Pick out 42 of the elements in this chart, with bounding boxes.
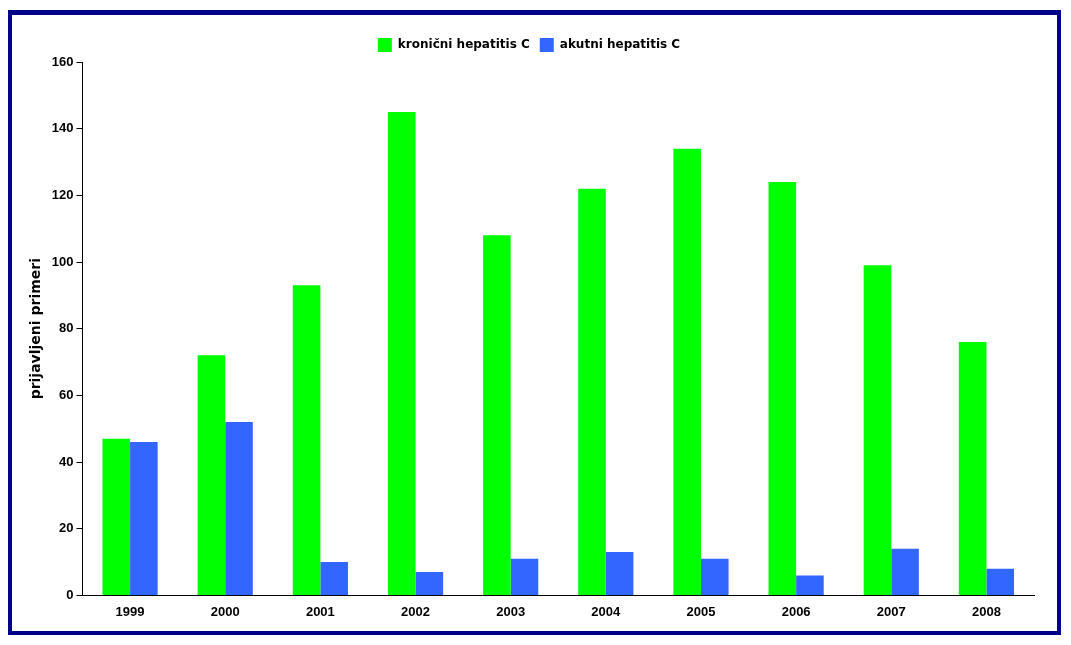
y-tick-label: 80 — [59, 320, 74, 336]
x-tick-label: 2003 — [496, 603, 526, 619]
bar — [130, 442, 158, 595]
bar — [700, 558, 729, 595]
x-tick-label: 2000 — [210, 603, 240, 619]
bar — [578, 188, 606, 595]
x-tick-label: 2008 — [971, 603, 1001, 619]
bar — [225, 422, 253, 595]
bar — [510, 558, 539, 595]
bar — [986, 568, 1015, 595]
bar — [673, 148, 701, 595]
bar — [292, 285, 321, 595]
x-tick-label: 2001 — [305, 603, 335, 619]
x-tick-label: 2004 — [591, 603, 622, 619]
y-tick-label: 40 — [59, 453, 74, 469]
y-tick-label: 100 — [51, 253, 74, 269]
y-tick-label: 0 — [66, 586, 74, 602]
legend-label: kronični hepatitis C — [397, 37, 530, 52]
x-tick-label: 2006 — [781, 603, 811, 619]
bar — [605, 552, 634, 595]
x-tick-label: 2005 — [686, 603, 716, 619]
x-tick-label: 1999 — [115, 603, 145, 619]
bar — [958, 342, 987, 595]
bar — [387, 112, 416, 595]
y-tick-label: 120 — [51, 186, 74, 202]
bar — [891, 548, 919, 595]
y-tick-label: 140 — [51, 120, 74, 136]
x-tick-label: 2002 — [401, 603, 430, 619]
bar — [102, 438, 131, 595]
bar — [415, 572, 444, 595]
x-tick-label: 2007 — [876, 603, 906, 619]
bar — [483, 235, 511, 595]
bar — [796, 575, 824, 595]
y-tick-label: 20 — [59, 520, 74, 536]
y-tick-label: 60 — [59, 386, 74, 402]
bar — [768, 182, 797, 595]
bar — [320, 562, 348, 595]
legend-label: akutni hepatitis C — [559, 37, 681, 52]
bar — [863, 265, 892, 595]
bar — [197, 355, 226, 595]
y-axis-title: prijavljeni primeri — [27, 258, 44, 400]
y-tick-label: 160 — [51, 53, 74, 69]
